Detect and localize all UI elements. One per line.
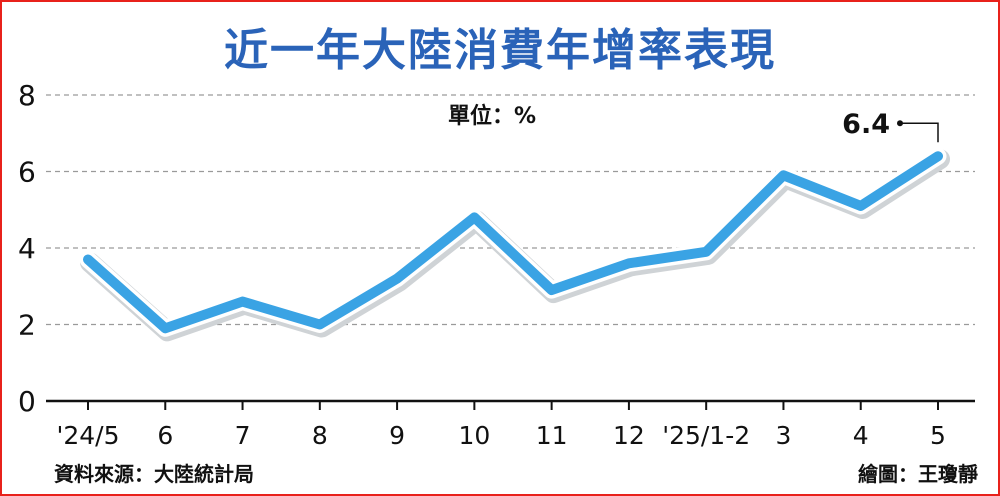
callout-dot bbox=[897, 120, 903, 127]
peak-value-label: 6.4 bbox=[842, 109, 890, 140]
data-point bbox=[859, 204, 862, 207]
source-note: 資料來源：大陸統計局 bbox=[54, 462, 254, 486]
y-tick-label: 0 bbox=[18, 385, 36, 418]
x-tick-label: 3 bbox=[776, 421, 792, 450]
data-point bbox=[164, 327, 167, 330]
x-tick-label: 5 bbox=[930, 421, 946, 450]
x-tick-label: 7 bbox=[235, 421, 251, 450]
data-point bbox=[396, 277, 399, 280]
callout-leader bbox=[902, 122, 939, 143]
y-tick-label: 4 bbox=[18, 232, 36, 265]
credit-note: 繪圖：王瓊靜 bbox=[858, 462, 978, 486]
data-point bbox=[550, 289, 553, 292]
y-tick-label: 6 bbox=[18, 156, 36, 189]
x-tick-label: 6 bbox=[157, 421, 173, 450]
data-point bbox=[627, 262, 630, 265]
data-point bbox=[705, 250, 708, 253]
x-tick-label: 12 bbox=[613, 421, 645, 450]
data-point bbox=[87, 258, 89, 261]
y-tick-labels: 0 2 4 6 8 bbox=[18, 79, 36, 418]
data-point bbox=[241, 300, 244, 303]
x-tick-label: 4 bbox=[853, 421, 869, 450]
x-tick-label: '25/1-2 bbox=[662, 421, 750, 450]
series-line bbox=[79, 147, 950, 342]
data-point bbox=[318, 323, 321, 326]
data-point bbox=[473, 216, 476, 219]
unit-label: 單位：% bbox=[448, 104, 537, 129]
peak-annotation: 6.4 bbox=[842, 109, 939, 143]
x-tick-label: 11 bbox=[536, 421, 568, 450]
y-tick-label: 8 bbox=[18, 79, 36, 112]
chart-title: 近一年大陸消費年增率表現 bbox=[224, 25, 776, 76]
series-line-path bbox=[83, 151, 943, 334]
x-tick-label: 10 bbox=[458, 421, 490, 450]
x-tick-label: 8 bbox=[312, 421, 328, 450]
x-tick-label: 9 bbox=[389, 421, 405, 450]
y-tick-label: 2 bbox=[18, 309, 36, 342]
x-tick-label: '24/5 bbox=[56, 421, 119, 450]
x-tick-labels: '24/5 6 7 8 9 10 11 12 '25/1-2 3 4 5 bbox=[56, 401, 946, 450]
data-point bbox=[782, 174, 785, 177]
data-point bbox=[937, 155, 939, 158]
